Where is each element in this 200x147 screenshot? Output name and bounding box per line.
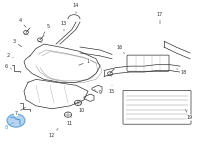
Text: 16: 16 xyxy=(117,45,124,54)
Text: 5: 5 xyxy=(43,24,50,34)
Text: 3: 3 xyxy=(12,39,22,47)
Text: 15: 15 xyxy=(109,85,115,94)
Text: 7: 7 xyxy=(14,107,26,116)
Text: 10: 10 xyxy=(79,104,85,113)
Text: 13: 13 xyxy=(61,21,67,31)
Text: 11: 11 xyxy=(67,117,73,126)
Text: 8: 8 xyxy=(4,122,14,130)
Text: 12: 12 xyxy=(49,128,58,138)
Circle shape xyxy=(7,114,25,127)
Text: 18: 18 xyxy=(177,69,187,75)
Text: 1: 1 xyxy=(79,59,90,65)
Text: 14: 14 xyxy=(73,3,79,13)
Text: 6: 6 xyxy=(4,64,12,69)
Text: 9: 9 xyxy=(94,90,102,95)
Text: 19: 19 xyxy=(185,110,193,120)
Text: 2: 2 xyxy=(6,53,13,58)
Text: 17: 17 xyxy=(157,12,163,24)
Text: 4: 4 xyxy=(18,18,26,27)
